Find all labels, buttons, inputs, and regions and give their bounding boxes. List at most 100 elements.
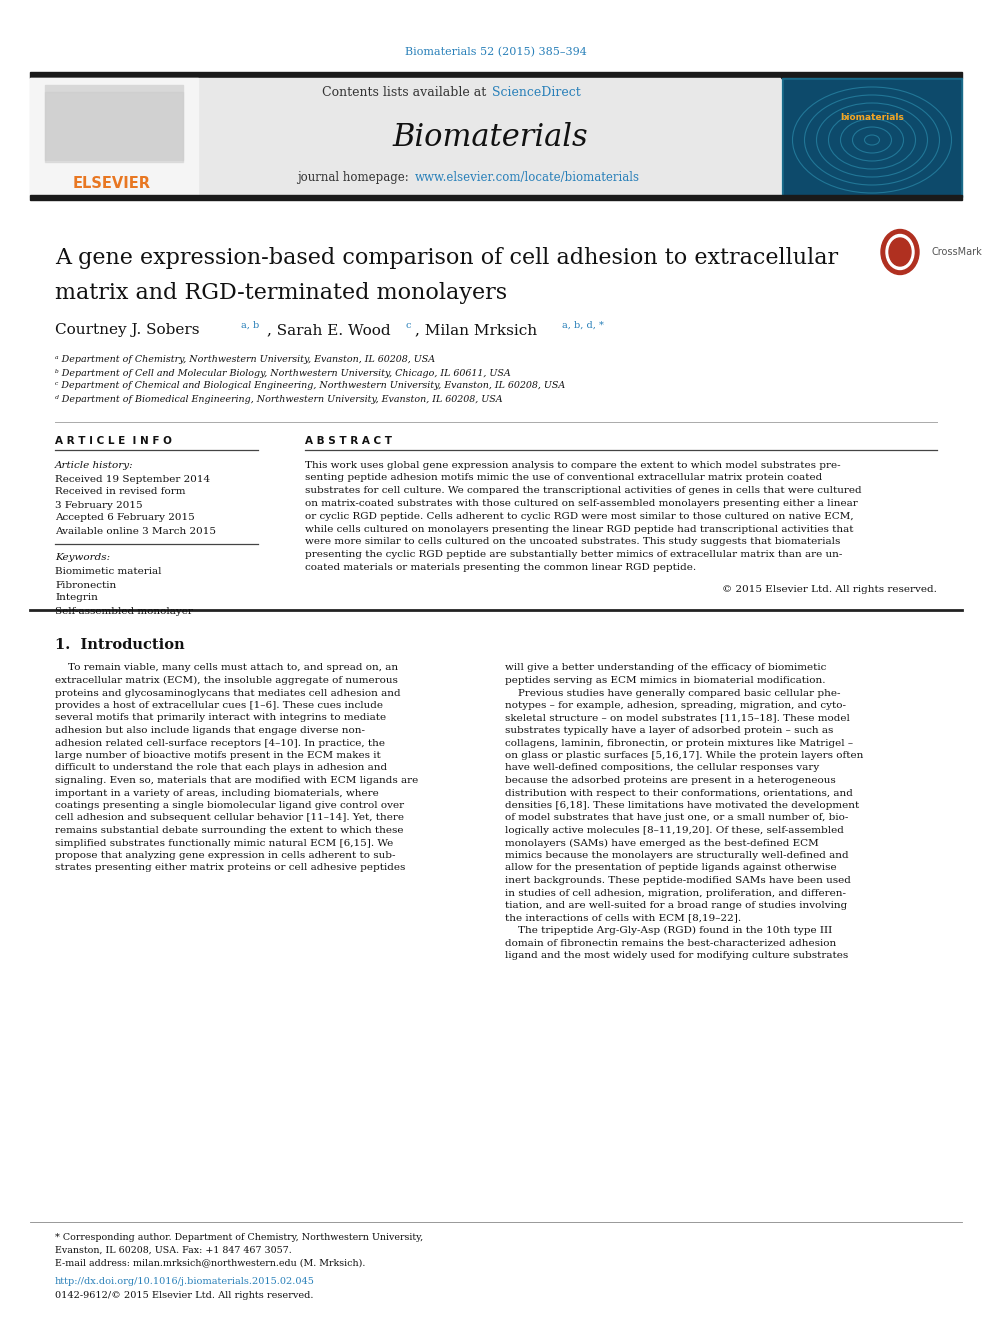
Text: biomaterials: biomaterials bbox=[840, 112, 904, 122]
Text: ᵈ Department of Biomedical Engineering, Northwestern University, Evanston, IL 60: ᵈ Department of Biomedical Engineering, … bbox=[55, 394, 503, 404]
Text: The tripeptide Arg-Gly-Asp (RGD) found in the 10th type III: The tripeptide Arg-Gly-Asp (RGD) found i… bbox=[505, 926, 832, 935]
Text: coated materials or materials presenting the common linear RGD peptide.: coated materials or materials presenting… bbox=[305, 562, 696, 572]
Text: collagens, laminin, fibronectin, or protein mixtures like Matrigel –: collagens, laminin, fibronectin, or prot… bbox=[505, 738, 853, 747]
Ellipse shape bbox=[886, 234, 914, 270]
Text: skeletal structure – on model substrates [11,15–18]. These model: skeletal structure – on model substrates… bbox=[505, 713, 850, 722]
Text: CrossMark: CrossMark bbox=[932, 247, 983, 257]
Text: ᵇ Department of Cell and Molecular Biology, Northwestern University, Chicago, IL: ᵇ Department of Cell and Molecular Biolo… bbox=[55, 369, 511, 377]
Text: logically active molecules [8–11,19,20]. Of these, self-assembled: logically active molecules [8–11,19,20].… bbox=[505, 826, 844, 835]
Text: provides a host of extracellular cues [1–6]. These cues include: provides a host of extracellular cues [1… bbox=[55, 701, 383, 710]
Text: Keywords:: Keywords: bbox=[55, 553, 110, 562]
Text: Contents lists available at: Contents lists available at bbox=[321, 86, 490, 98]
Bar bbox=[782, 78, 962, 197]
Text: 0142-9612/© 2015 Elsevier Ltd. All rights reserved.: 0142-9612/© 2015 Elsevier Ltd. All right… bbox=[55, 1291, 313, 1301]
Text: while cells cultured on monolayers presenting the linear RGD peptide had transcr: while cells cultured on monolayers prese… bbox=[305, 524, 853, 533]
Text: substrates for cell culture. We compared the transcriptional activities of genes: substrates for cell culture. We compared… bbox=[305, 486, 862, 495]
Text: notypes – for example, adhesion, spreading, migration, and cyto-: notypes – for example, adhesion, spreadi… bbox=[505, 701, 846, 710]
Bar bbox=[30, 194, 962, 200]
Text: c: c bbox=[405, 320, 411, 329]
Text: ligand and the most widely used for modifying culture substrates: ligand and the most widely used for modi… bbox=[505, 951, 848, 960]
Text: 1.  Introduction: 1. Introduction bbox=[55, 638, 185, 652]
Text: a, b: a, b bbox=[241, 320, 259, 329]
Text: cell adhesion and subsequent cellular behavior [11–14]. Yet, there: cell adhesion and subsequent cellular be… bbox=[55, 814, 404, 823]
Bar bbox=[30, 71, 962, 78]
Text: will give a better understanding of the efficacy of biomimetic: will give a better understanding of the … bbox=[505, 664, 826, 672]
Ellipse shape bbox=[889, 238, 911, 266]
Text: Evanston, IL 60208, USA. Fax: +1 847 467 3057.: Evanston, IL 60208, USA. Fax: +1 847 467… bbox=[55, 1245, 292, 1254]
Text: adhesion related cell-surface receptors [4–10]. In practice, the: adhesion related cell-surface receptors … bbox=[55, 738, 385, 747]
Text: difficult to understand the role that each plays in adhesion and: difficult to understand the role that ea… bbox=[55, 763, 387, 773]
Text: This work uses global gene expression analysis to compare the extent to which mo: This work uses global gene expression an… bbox=[305, 460, 840, 470]
Text: To remain viable, many cells must attach to, and spread on, an: To remain viable, many cells must attach… bbox=[55, 664, 398, 672]
Text: A B S T R A C T: A B S T R A C T bbox=[305, 437, 392, 446]
Text: , Sarah E. Wood: , Sarah E. Wood bbox=[267, 323, 391, 337]
Text: www.elsevier.com/locate/biomaterials: www.elsevier.com/locate/biomaterials bbox=[415, 172, 640, 184]
Text: tiation, and are well-suited for a broad range of studies involving: tiation, and are well-suited for a broad… bbox=[505, 901, 847, 910]
Text: were more similar to cells cultured on the uncoated substrates. This study sugge: were more similar to cells cultured on t… bbox=[305, 537, 840, 546]
Text: Courtney J. Sobers: Courtney J. Sobers bbox=[55, 323, 199, 337]
Text: allow for the presentation of peptide ligands against otherwise: allow for the presentation of peptide li… bbox=[505, 864, 836, 872]
Text: Accepted 6 February 2015: Accepted 6 February 2015 bbox=[55, 513, 194, 523]
Text: * Corresponding author. Department of Chemistry, Northwestern University,: * Corresponding author. Department of Ch… bbox=[55, 1233, 424, 1242]
Text: of model substrates that have just one, or a small number of, bio-: of model substrates that have just one, … bbox=[505, 814, 848, 823]
Text: proteins and glycosaminoglycans that mediates cell adhesion and: proteins and glycosaminoglycans that med… bbox=[55, 688, 401, 697]
Text: Previous studies have generally compared basic cellular phe-: Previous studies have generally compared… bbox=[505, 688, 840, 697]
Text: , Milan Mrksich: , Milan Mrksich bbox=[415, 323, 537, 337]
Text: because the adsorbed proteins are present in a heterogeneous: because the adsorbed proteins are presen… bbox=[505, 777, 835, 785]
Text: adhesion but also include ligands that engage diverse non-: adhesion but also include ligands that e… bbox=[55, 726, 365, 736]
Text: senting peptide adhesion motifs mimic the use of conventional extracellular matr: senting peptide adhesion motifs mimic th… bbox=[305, 474, 822, 483]
Text: presenting the cyclic RGD peptide are substantially better mimics of extracellul: presenting the cyclic RGD peptide are su… bbox=[305, 550, 842, 560]
Text: propose that analyzing gene expression in cells adherent to sub-: propose that analyzing gene expression i… bbox=[55, 851, 396, 860]
Text: A gene expression-based comparison of cell adhesion to extracellular: A gene expression-based comparison of ce… bbox=[55, 247, 838, 269]
Text: Biomaterials: Biomaterials bbox=[392, 123, 588, 153]
Text: in studies of cell adhesion, migration, proliferation, and differen-: in studies of cell adhesion, migration, … bbox=[505, 889, 846, 897]
Text: Biomimetic material: Biomimetic material bbox=[55, 568, 162, 577]
Ellipse shape bbox=[881, 229, 919, 274]
Text: or cyclic RGD peptide. Cells adherent to cyclic RGD were most similar to those c: or cyclic RGD peptide. Cells adherent to… bbox=[305, 512, 854, 521]
Text: Article history:: Article history: bbox=[55, 460, 134, 470]
Bar bbox=[45, 85, 183, 160]
Text: substrates typically have a layer of adsorbed protein – such as: substrates typically have a layer of ads… bbox=[505, 726, 833, 736]
Text: ᶜ Department of Chemical and Biological Engineering, Northwestern University, Ev: ᶜ Department of Chemical and Biological … bbox=[55, 381, 565, 390]
Text: extracellular matrix (ECM), the insoluble aggregate of numerous: extracellular matrix (ECM), the insolubl… bbox=[55, 676, 398, 685]
Text: have well-defined compositions, the cellular responses vary: have well-defined compositions, the cell… bbox=[505, 763, 819, 773]
Text: simplified substrates functionally mimic natural ECM [6,15]. We: simplified substrates functionally mimic… bbox=[55, 839, 393, 848]
Text: Integrin: Integrin bbox=[55, 594, 98, 602]
Text: distribution with respect to their conformations, orientations, and: distribution with respect to their confo… bbox=[505, 789, 853, 798]
Text: monolayers (SAMs) have emerged as the best-defined ECM: monolayers (SAMs) have emerged as the be… bbox=[505, 839, 818, 848]
Text: remains substantial debate surrounding the extent to which these: remains substantial debate surrounding t… bbox=[55, 826, 404, 835]
Text: ᵃ Department of Chemistry, Northwestern University, Evanston, IL 60208, USA: ᵃ Department of Chemistry, Northwestern … bbox=[55, 356, 435, 365]
Text: Available online 3 March 2015: Available online 3 March 2015 bbox=[55, 527, 216, 536]
Text: ScienceDirect: ScienceDirect bbox=[492, 86, 580, 98]
Text: E-mail address: milan.mrksich@northwestern.edu (M. Mrksich).: E-mail address: milan.mrksich@northweste… bbox=[55, 1258, 365, 1267]
Text: © 2015 Elsevier Ltd. All rights reserved.: © 2015 Elsevier Ltd. All rights reserved… bbox=[722, 586, 937, 594]
Text: inert backgrounds. These peptide-modified SAMs have been used: inert backgrounds. These peptide-modifie… bbox=[505, 876, 851, 885]
Text: http://dx.doi.org/10.1016/j.biomaterials.2015.02.045: http://dx.doi.org/10.1016/j.biomaterials… bbox=[55, 1278, 314, 1286]
Text: on matrix-coated substrates with those cultured on self-assembled monolayers pre: on matrix-coated substrates with those c… bbox=[305, 499, 858, 508]
Text: several motifs that primarily interact with integrins to mediate: several motifs that primarily interact w… bbox=[55, 713, 386, 722]
Text: 3 February 2015: 3 February 2015 bbox=[55, 500, 143, 509]
Text: important in a variety of areas, including biomaterials, where: important in a variety of areas, includi… bbox=[55, 789, 379, 798]
Text: Self-assembled monolayer: Self-assembled monolayer bbox=[55, 606, 192, 615]
Text: strates presenting either matrix proteins or cell adhesive peptides: strates presenting either matrix protein… bbox=[55, 864, 406, 872]
Text: Received 19 September 2014: Received 19 September 2014 bbox=[55, 475, 210, 483]
Text: mimics because the monolayers are structurally well-defined and: mimics because the monolayers are struct… bbox=[505, 851, 848, 860]
Text: the interactions of cells with ECM [8,19–22].: the interactions of cells with ECM [8,19… bbox=[505, 913, 741, 922]
Text: large number of bioactive motifs present in the ECM makes it: large number of bioactive motifs present… bbox=[55, 751, 381, 759]
Text: matrix and RGD-terminated monolayers: matrix and RGD-terminated monolayers bbox=[55, 282, 507, 304]
Bar bbox=[784, 79, 960, 194]
Text: Biomaterials 52 (2015) 385–394: Biomaterials 52 (2015) 385–394 bbox=[405, 46, 587, 57]
Text: A R T I C L E  I N F O: A R T I C L E I N F O bbox=[55, 437, 172, 446]
Text: Fibronectin: Fibronectin bbox=[55, 581, 116, 590]
Bar bbox=[30, 78, 198, 197]
Text: signaling. Even so, materials that are modified with ECM ligands are: signaling. Even so, materials that are m… bbox=[55, 777, 419, 785]
Text: Received in revised form: Received in revised form bbox=[55, 487, 186, 496]
Text: journal homepage:: journal homepage: bbox=[298, 172, 413, 184]
Text: densities [6,18]. These limitations have motivated the development: densities [6,18]. These limitations have… bbox=[505, 800, 859, 810]
Bar bbox=[30, 78, 780, 197]
Text: ELSEVIER: ELSEVIER bbox=[73, 176, 151, 191]
Text: peptides serving as ECM mimics in biomaterial modification.: peptides serving as ECM mimics in biomat… bbox=[505, 676, 825, 685]
Text: a, b, d, *: a, b, d, * bbox=[562, 320, 604, 329]
Text: coatings presenting a single biomolecular ligand give control over: coatings presenting a single biomolecula… bbox=[55, 800, 404, 810]
Text: domain of fibronectin remains the best-characterized adhesion: domain of fibronectin remains the best-c… bbox=[505, 938, 836, 947]
